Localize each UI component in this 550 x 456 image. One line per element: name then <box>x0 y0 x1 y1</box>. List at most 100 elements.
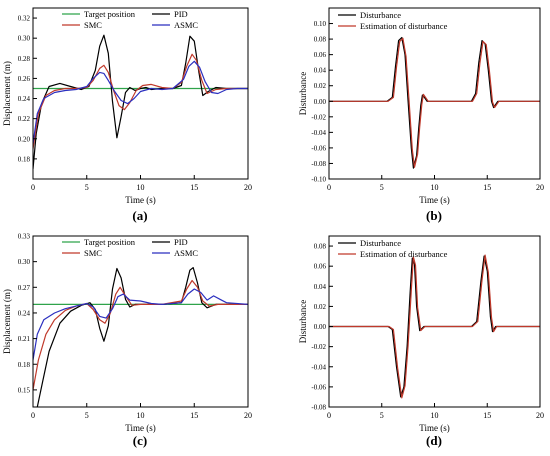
legend-entry: PID <box>174 237 188 247</box>
y-tick-label: 0.00 <box>314 98 327 106</box>
panel-label: (c) <box>133 433 147 448</box>
chart-panel-2: 0 5 10 15 20 -0.10 -0.08 -0.06 -0.04 -0.02 0.00 0.0… <box>298 7 544 223</box>
legend-entry: Disturbance <box>360 10 401 20</box>
x-tick-label: 0 <box>327 411 331 420</box>
legend-entry: PID <box>174 9 188 19</box>
y-axis-label: Disturbance <box>298 300 308 343</box>
y-tick-label: 0.20 <box>18 135 31 143</box>
series-line-2 <box>36 267 248 407</box>
y-tick-label: 0.30 <box>18 35 31 43</box>
series-group <box>329 36 540 169</box>
y-axis-label: Displacement (m) <box>2 61 12 126</box>
y-axis-label: Disturbance <box>298 72 308 115</box>
legend-entry: Estimation of disturbance <box>360 249 448 259</box>
legend-entry: SMC <box>84 248 102 258</box>
plot-frame <box>328 235 541 408</box>
y-tick-label: -0.04 <box>311 363 326 371</box>
y-axis-label: Displacement (m) <box>2 289 12 354</box>
series-line-3 <box>33 279 248 391</box>
panel-label: (a) <box>132 208 147 223</box>
series-group <box>329 254 540 399</box>
legend-entry: ASMC <box>174 20 198 30</box>
x-tick-label: 20 <box>244 183 252 192</box>
legend-entry: SMC <box>84 20 102 30</box>
series-line-1 <box>329 255 540 398</box>
x-axis-label: Time (s) <box>419 423 449 433</box>
y-tick-label: 0.08 <box>314 36 327 44</box>
legend-entry: Target position <box>84 9 136 19</box>
y-tick-label: 0.27 <box>18 284 31 292</box>
plot-frame <box>328 7 541 180</box>
series-group <box>33 34 248 169</box>
chart-panel-1: 0 5 10 15 20 0.18 0.20 0.22 0.24 0.26 0.28 0.30 0.32… <box>2 7 252 223</box>
y-tick-label: 0.04 <box>314 283 327 291</box>
x-tick-label: 0 <box>327 183 331 192</box>
y-tick-label: -0.08 <box>311 404 326 412</box>
y-tick-label: 0.04 <box>314 67 327 75</box>
legend-entry: Estimation of disturbance <box>360 21 448 31</box>
y-tick-label: 0.06 <box>314 51 327 59</box>
y-tick-label: -0.02 <box>311 343 326 351</box>
y-tick-label: -0.08 <box>311 160 326 168</box>
x-tick-label: 15 <box>190 183 198 192</box>
y-tick-label: 0.18 <box>18 155 31 163</box>
legend: Target position PID SMC ASMC <box>62 9 198 30</box>
y-tick-label: 0.08 <box>314 243 327 251</box>
plot-frame <box>32 235 249 408</box>
x-tick-label: 10 <box>431 183 439 192</box>
y-tick-label: 0.24 <box>18 95 31 103</box>
y-tick-label: 0.30 <box>18 258 31 266</box>
chart-panel-3: 0 5 10 15 20 0.15 0.18 0.21 0.24 0.27 0.30 0.33 Time… <box>2 233 252 449</box>
x-axis-label: Time (s) <box>125 195 155 205</box>
series-group <box>33 267 248 407</box>
y-tick-label: 0.18 <box>18 361 31 369</box>
y-tick-label: 0.32 <box>18 15 31 23</box>
y-tick-label: 0.00 <box>314 323 327 331</box>
x-tick-label: 0 <box>31 183 35 192</box>
x-tick-label: 15 <box>483 411 491 420</box>
x-tick-label: 20 <box>536 411 544 420</box>
y-tick-label: 0.10 <box>314 20 327 28</box>
x-tick-label: 5 <box>85 183 89 192</box>
x-tick-label: 10 <box>137 183 145 192</box>
legend-entry: Target position <box>84 237 136 247</box>
legend: Target position PID SMC ASMC <box>62 237 198 258</box>
x-axis-label: Time (s) <box>125 423 155 433</box>
series-line-4 <box>33 60 248 144</box>
y-tick-label: -0.04 <box>311 129 326 137</box>
legend-entry: ASMC <box>174 248 198 258</box>
series-line-1 <box>329 36 540 169</box>
x-tick-label: 20 <box>536 183 544 192</box>
y-tick-label: -0.10 <box>311 176 326 184</box>
y-tick-label: 0.21 <box>18 335 31 343</box>
x-tick-label: 5 <box>380 183 384 192</box>
x-tick-label: 5 <box>380 411 384 420</box>
series-line-2 <box>329 254 540 399</box>
y-tick-label: 0.22 <box>18 115 31 123</box>
x-axis-label: Time (s) <box>419 195 449 205</box>
x-tick-label: 10 <box>431 411 439 420</box>
x-tick-label: 0 <box>31 411 35 420</box>
series-line-2 <box>329 37 540 168</box>
legend-entry: Disturbance <box>360 238 401 248</box>
chart-panel-4: 0 5 10 15 20 -0.08 -0.06 -0.04 -0.02 0.00 0.02 0.04… <box>298 235 544 448</box>
y-tick-label: 0.02 <box>314 303 327 311</box>
series-line-3 <box>33 53 248 149</box>
x-tick-label: 10 <box>137 411 145 420</box>
y-tick-label: -0.02 <box>311 113 326 121</box>
y-tick-label: -0.06 <box>311 144 326 152</box>
y-tick-label: 0.15 <box>18 386 31 394</box>
y-tick-label: -0.06 <box>311 383 326 391</box>
panel-label: (b) <box>426 208 442 223</box>
x-tick-label: 15 <box>190 411 198 420</box>
y-tick-label: 0.02 <box>314 82 327 90</box>
series-line-4 <box>33 288 248 361</box>
y-tick-label: 0.26 <box>18 75 31 83</box>
x-tick-label: 20 <box>244 411 252 420</box>
series-line-2 <box>33 34 248 169</box>
y-tick-label: 0.24 <box>18 309 31 317</box>
x-tick-label: 5 <box>85 411 89 420</box>
